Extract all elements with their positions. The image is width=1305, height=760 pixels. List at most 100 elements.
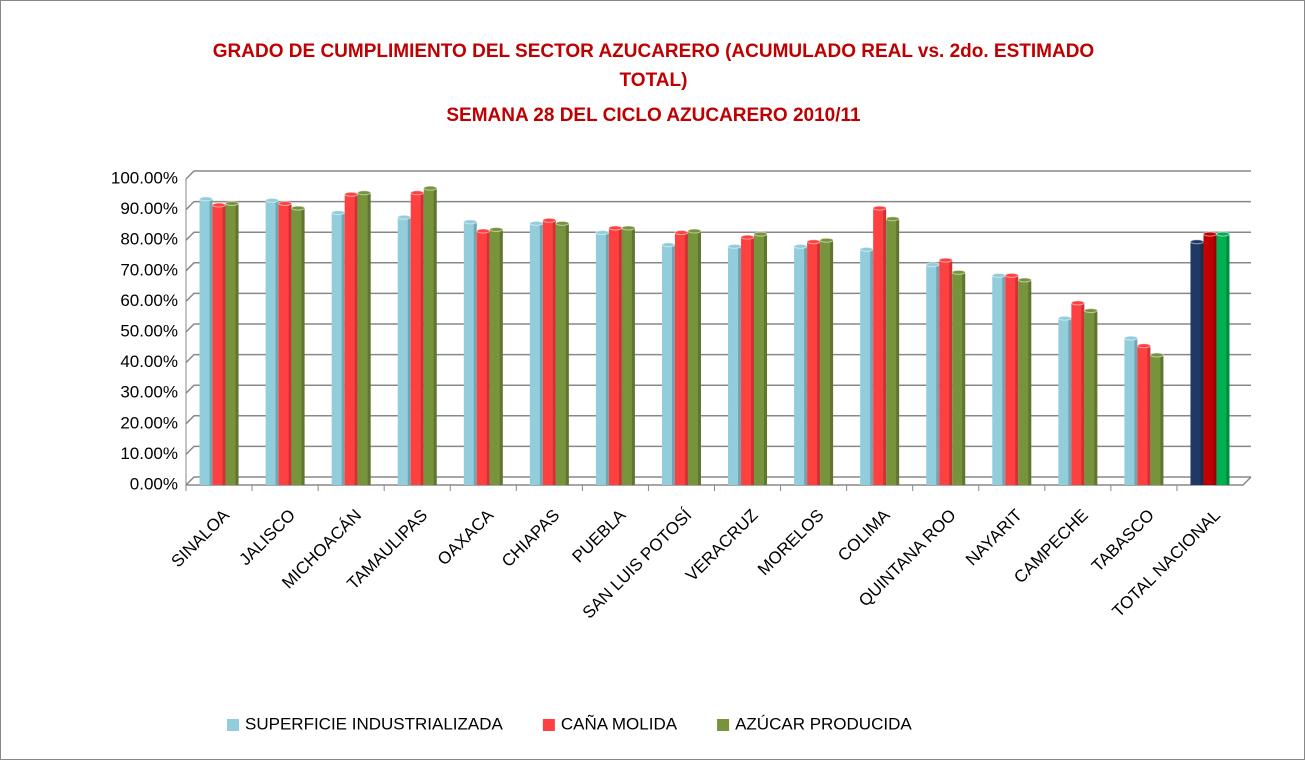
bar xyxy=(794,246,808,485)
bar-top xyxy=(991,272,1006,278)
bar-top xyxy=(1083,308,1098,314)
bar-shade xyxy=(565,223,569,485)
y-tick-label: 50.00% xyxy=(120,321,178,340)
bar-shade xyxy=(235,203,239,486)
bar-shade xyxy=(209,198,213,485)
bar-shade xyxy=(1081,302,1085,485)
bar-top xyxy=(872,205,887,211)
bar xyxy=(357,192,371,485)
bar-shade xyxy=(552,220,556,485)
bar-top xyxy=(1057,315,1072,321)
bar-top xyxy=(212,202,227,208)
bar xyxy=(1018,279,1032,485)
bar-shade xyxy=(486,231,490,485)
x-tick-label: PUEBLA xyxy=(569,505,630,566)
bar-shade xyxy=(697,231,701,485)
bar xyxy=(608,227,622,485)
x-tick-label: TABASCO xyxy=(1088,506,1158,576)
grid-line xyxy=(185,200,1251,211)
bar-top xyxy=(621,225,636,231)
bar-top xyxy=(278,200,293,206)
bar xyxy=(410,192,424,485)
x-tick-label: COLIMA xyxy=(834,505,894,565)
bar xyxy=(1071,302,1085,485)
bar-shade xyxy=(949,260,953,485)
bar-shade xyxy=(1213,234,1217,485)
chart-title: GRADO DE CUMPLIMIENTO DEL SECTOR AZUCARE… xyxy=(212,41,1095,91)
bar-shade xyxy=(1147,345,1151,485)
bar-top xyxy=(661,242,676,248)
bar xyxy=(886,218,900,485)
bar-shade xyxy=(605,232,609,485)
bar xyxy=(728,246,742,485)
bar xyxy=(754,234,768,485)
bar xyxy=(397,217,411,485)
bar xyxy=(1058,318,1072,485)
y-tick-label: 0.00% xyxy=(130,474,178,493)
bar-shade xyxy=(1028,279,1032,485)
y-tick-label: 40.00% xyxy=(120,352,178,371)
bar-top xyxy=(793,243,808,249)
bar-top xyxy=(344,191,359,197)
bar-top xyxy=(1202,231,1217,237)
legend-swatch xyxy=(542,719,555,731)
bar-shade xyxy=(738,246,742,485)
bar xyxy=(331,212,345,485)
bar-top xyxy=(938,257,953,263)
bar-shade xyxy=(354,194,358,486)
bar-top xyxy=(819,237,834,243)
bar-top xyxy=(951,269,966,275)
bar-shade xyxy=(1134,338,1138,485)
legend-label: AZÚCAR PRODUCIDA xyxy=(735,714,912,733)
y-tick-label: 20.00% xyxy=(120,413,178,432)
bar xyxy=(661,244,675,485)
bar xyxy=(687,231,701,485)
bar-top xyxy=(199,196,214,202)
bar-top xyxy=(806,239,821,245)
bar-shade xyxy=(830,240,834,485)
bar-top xyxy=(595,230,610,236)
bar-shade xyxy=(499,229,503,485)
x-tick-label: SAN LUIS POTOSÍ xyxy=(579,505,696,622)
bar xyxy=(595,232,609,485)
bar-top xyxy=(1136,343,1151,349)
x-tick-label: JALISCO xyxy=(236,506,300,570)
bar xyxy=(212,205,226,485)
bar xyxy=(621,227,635,485)
bar-shade xyxy=(764,234,768,485)
bar xyxy=(1124,338,1138,485)
y-tick-label: 30.00% xyxy=(120,383,178,402)
legend-swatch xyxy=(717,719,730,731)
x-tick-label: OAXACA xyxy=(434,505,498,569)
x-tick-label: CHIAPAS xyxy=(498,506,563,571)
legend-label: SUPERFICIE INDUSTRIALIZADA xyxy=(245,714,504,733)
bar-top xyxy=(410,190,425,196)
y-tick-label: 60.00% xyxy=(120,291,178,310)
bar xyxy=(476,231,490,485)
bar xyxy=(1005,275,1019,485)
bar-top xyxy=(925,262,940,268)
y-tick-label: 70.00% xyxy=(120,260,178,279)
bar-shade xyxy=(341,212,345,485)
bar-shade xyxy=(618,227,622,485)
bar-shade xyxy=(1200,241,1204,485)
bar-top xyxy=(555,220,570,226)
bar-top xyxy=(859,246,874,252)
bar-shade xyxy=(804,246,808,485)
bar-shade xyxy=(1226,234,1230,485)
bar-top xyxy=(1149,352,1164,358)
bar xyxy=(225,203,239,486)
bar-shade xyxy=(817,241,821,485)
bar xyxy=(265,200,279,486)
chart-subtitle: SEMANA 28 DEL CICLO AZUCARERO 2010/11 xyxy=(446,105,861,126)
bar xyxy=(344,194,358,486)
bar-shade xyxy=(962,272,966,485)
bar-top xyxy=(740,234,755,240)
bar-shade xyxy=(420,192,424,485)
bar xyxy=(199,198,213,485)
bar-shade xyxy=(631,227,635,485)
y-tick-label: 10.00% xyxy=(120,444,178,463)
bar-top xyxy=(331,210,346,216)
bar-top xyxy=(1004,272,1019,278)
